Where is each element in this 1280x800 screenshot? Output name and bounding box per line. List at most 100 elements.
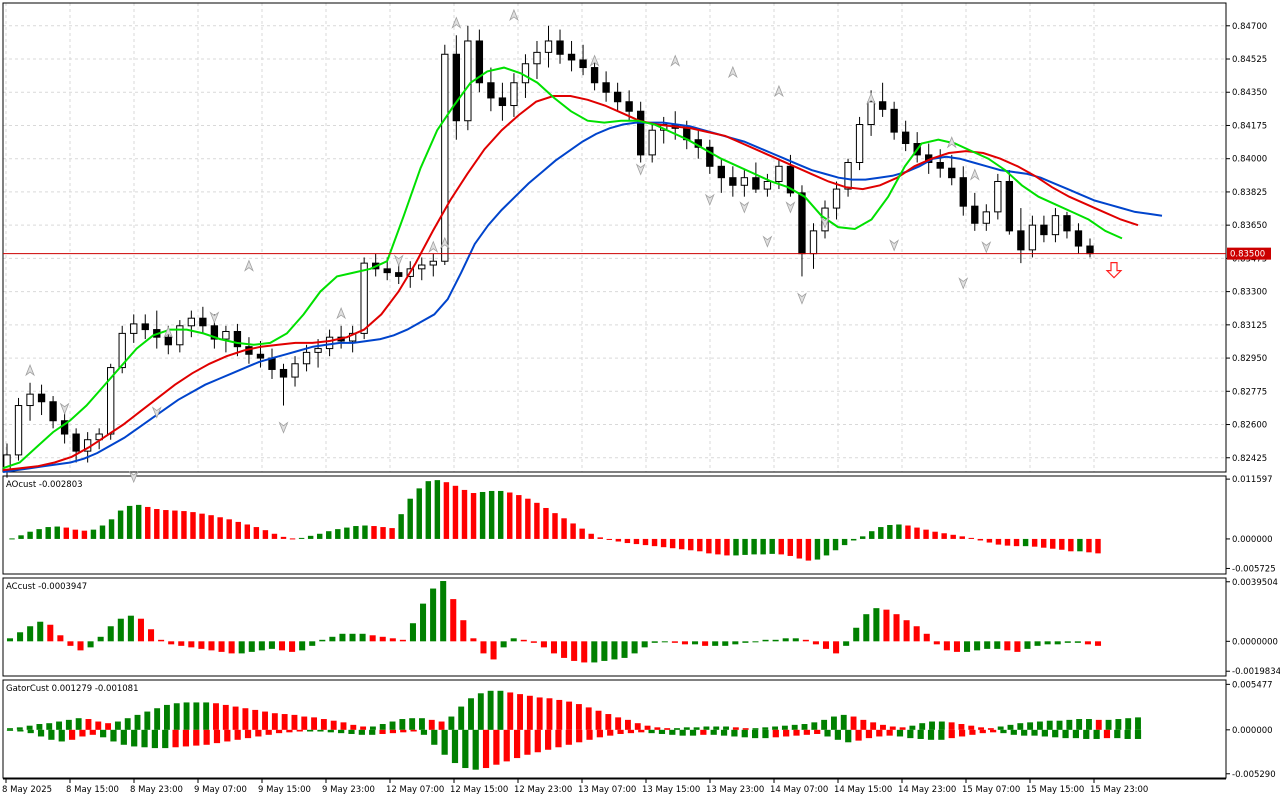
ac-label: ACcust -0.0003947 — [6, 582, 87, 592]
gator-upper-bar — [517, 694, 523, 730]
gator-lower-bar — [162, 729, 169, 749]
histogram-bar — [570, 523, 576, 539]
gator-lower-bar — [948, 729, 955, 739]
gator-upper-bar — [723, 726, 729, 730]
histogram-bar — [792, 638, 799, 642]
histogram-bar — [271, 533, 278, 539]
histogram-bar — [218, 641, 225, 652]
histogram-bar — [1024, 641, 1031, 649]
gator-label: GatorCust 0.001279 -0.001081 — [6, 684, 139, 694]
gator-upper-bar — [526, 695, 533, 730]
up-fractal-icon — [866, 92, 876, 105]
gator-lower-bar — [638, 729, 645, 733]
gator-lower-bar — [627, 729, 635, 734]
histogram-bar — [298, 537, 305, 539]
time-label: 8 May 23:00 — [130, 785, 183, 795]
candle — [130, 323, 138, 334]
histogram-bar — [18, 535, 24, 539]
alligator-jaw-line — [2, 121, 1163, 473]
gator-indicator-pane[interactable] — [6, 690, 1142, 770]
histogram-bar — [724, 538, 730, 556]
gator-lower-bar — [68, 729, 76, 740]
candle — [890, 108, 898, 133]
histogram-bar — [550, 641, 558, 654]
time-axis: 8 May 2025 8 May 15:00 8 May 23:00 9 May 07… — [2, 779, 1148, 795]
up-fractal-icon — [969, 168, 980, 181]
histogram-bar — [669, 538, 676, 549]
gator-lower-bar — [451, 729, 459, 764]
histogram-bar — [977, 538, 984, 541]
candle — [291, 363, 299, 378]
candle — [613, 91, 622, 103]
histogram-bar — [762, 639, 769, 642]
histogram-bar — [379, 636, 386, 642]
time-label: 8 May 15:00 — [66, 785, 119, 795]
gator-lower-bar — [493, 729, 500, 765]
histogram-bar — [135, 504, 142, 539]
gator-upper-bar — [703, 726, 710, 730]
gator-upper-bar — [811, 722, 818, 730]
candle — [49, 401, 57, 422]
histogram-bar — [238, 641, 245, 654]
candle — [959, 177, 967, 207]
candle — [556, 40, 564, 55]
down-fractal-icon — [889, 239, 900, 252]
histogram-bar — [995, 538, 1002, 545]
histogram-bar — [188, 641, 195, 648]
gator-upper-bar — [213, 703, 219, 730]
histogram-bar — [470, 493, 477, 539]
gator-lower-bar — [1124, 729, 1131, 739]
time-label: 9 May 15:00 — [258, 785, 311, 795]
histogram-bar — [353, 526, 359, 539]
down-fractal-icon — [739, 201, 750, 214]
pane-frames — [2, 2, 1227, 780]
gator-upper-bar — [477, 693, 484, 730]
gator-lower-bar — [255, 729, 262, 737]
candle — [832, 188, 841, 209]
histogram-bar — [329, 636, 336, 642]
gator-upper-bar — [163, 704, 170, 730]
gator-upper-bar — [1027, 722, 1034, 730]
histogram-bar — [81, 530, 88, 539]
candle — [752, 177, 760, 190]
gator-upper-bar — [379, 724, 386, 730]
gator-lower-bar — [741, 729, 748, 738]
histogram-bar — [896, 524, 902, 539]
histogram-bar — [54, 526, 60, 539]
candle — [498, 97, 507, 107]
histogram-bar — [624, 538, 631, 544]
gator-lower-bar — [193, 729, 200, 746]
gator-lower-bar — [89, 729, 96, 735]
histogram-bar — [732, 641, 739, 645]
histogram-bar — [268, 641, 275, 649]
ac-indicator-pane[interactable] — [6, 581, 1102, 663]
histogram-bar — [651, 538, 658, 547]
up-fractal-icon — [428, 240, 439, 253]
gator-upper-bar — [752, 728, 759, 730]
gator-lower-bar — [503, 729, 510, 762]
up-fractal-icon — [336, 307, 347, 320]
histogram-bar — [760, 538, 766, 555]
gator-upper-bar — [899, 727, 906, 730]
gator-lower-bar — [607, 729, 614, 736]
histogram-bar — [409, 623, 416, 642]
histogram-bar — [420, 603, 427, 642]
histogram-bar — [127, 615, 134, 642]
gator-upper-bar — [183, 702, 190, 730]
main-price-pane[interactable] — [2, 8, 1226, 484]
histogram-bar — [805, 538, 812, 561]
gator-upper-bar — [546, 698, 553, 730]
histogram-bar — [57, 635, 64, 642]
ao-indicator-pane[interactable] — [9, 480, 1101, 561]
gator-lower-bar — [731, 729, 738, 737]
histogram-bar — [923, 633, 930, 642]
histogram-bar — [893, 614, 900, 642]
gator-lower-bar — [990, 729, 997, 733]
gator-lower-bar — [834, 729, 841, 740]
histogram-bar — [1077, 538, 1083, 552]
candle — [464, 40, 472, 122]
histogram-bar — [339, 633, 346, 642]
candle — [256, 353, 265, 359]
candle — [994, 180, 1002, 213]
